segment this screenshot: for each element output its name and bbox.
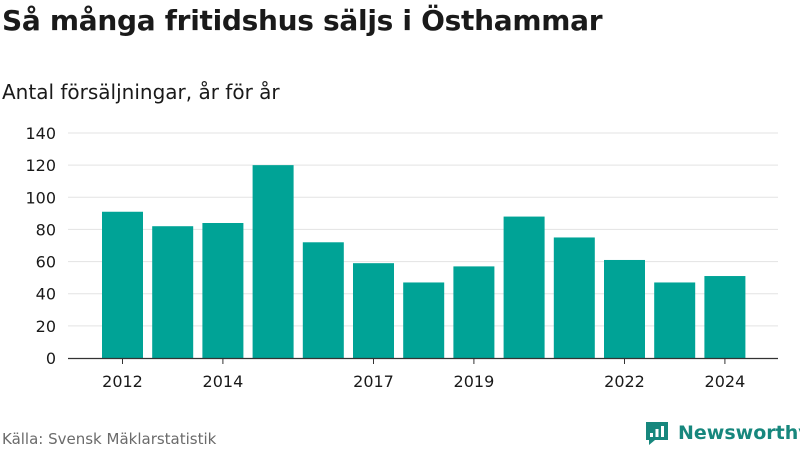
x-tick-label: 2012 — [102, 372, 143, 391]
bar-2015 — [252, 165, 294, 358]
bar-2020 — [503, 216, 545, 358]
x-tick-label: 2017 — [353, 372, 394, 391]
chart-title: Så många fritidshus säljs i Östhammar — [2, 4, 603, 37]
bar-2024 — [704, 276, 746, 358]
bar-2018 — [403, 282, 445, 358]
brand-name: Newsworthy — [678, 422, 800, 444]
y-tick-label: 60 — [36, 253, 56, 272]
bar-2013 — [152, 226, 194, 358]
bar-2023 — [654, 282, 696, 358]
y-tick-label: 40 — [36, 285, 56, 304]
y-tick-label: 120 — [25, 156, 56, 175]
bar-2019 — [453, 266, 495, 358]
y-tick-label: 80 — [36, 220, 56, 239]
y-tick-label: 140 — [25, 124, 56, 143]
x-tick-label: 2024 — [705, 372, 746, 391]
bar-2022 — [604, 259, 645, 358]
bar-2017 — [353, 263, 394, 358]
bar-2021 — [553, 237, 595, 358]
chart-subtitle: Antal försäljningar, år för år — [2, 80, 280, 104]
bar-2016 — [302, 242, 344, 358]
bar-2012 — [102, 211, 143, 358]
source-note: Källa: Svensk Mäklarstatistik — [2, 430, 217, 448]
y-tick-label: 0 — [46, 349, 56, 368]
y-tick-label: 100 — [25, 188, 56, 207]
newsworthy-logo-icon — [646, 422, 668, 445]
x-tick-label: 2022 — [604, 372, 645, 391]
brand-logo: Newsworthy — [644, 420, 800, 446]
bar-2014 — [202, 223, 244, 358]
x-tick-label: 2019 — [454, 372, 495, 391]
y-tick-label: 20 — [36, 317, 56, 336]
x-tick-label: 2014 — [203, 372, 244, 391]
